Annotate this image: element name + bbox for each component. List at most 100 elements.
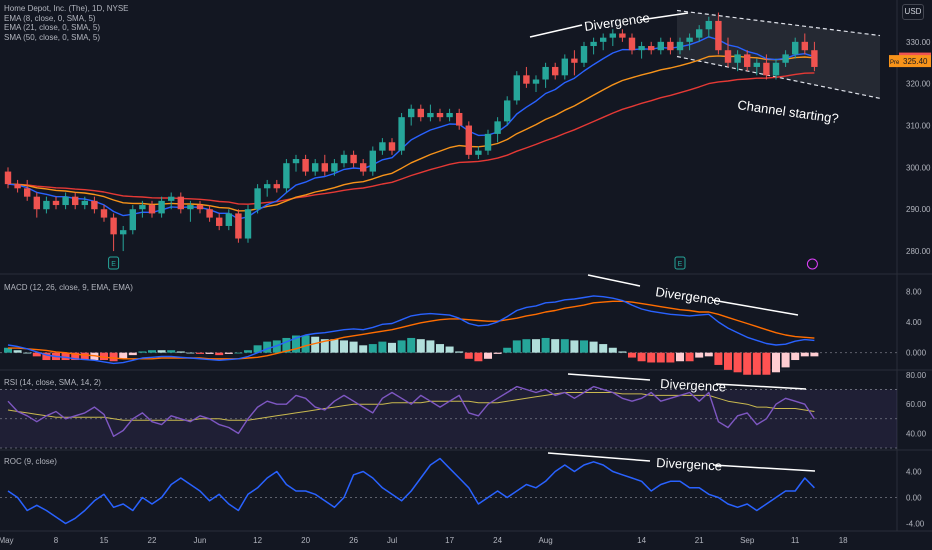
macd-histogram-bar (445, 346, 454, 353)
candle-body (33, 196, 40, 210)
divergence-line (711, 299, 799, 316)
macd-histogram-bar (263, 341, 272, 353)
candle-body (302, 159, 309, 172)
candle-body (753, 62, 760, 67)
ema8-line (7, 36, 815, 220)
candle-body (561, 58, 568, 76)
candle-body (398, 117, 405, 151)
x-tick-label: Aug (538, 536, 552, 545)
divergence-annotation: Divergence (660, 376, 726, 394)
ema21-legend[interactable]: EMA (21, close, 0, SMA, 5) (4, 23, 101, 32)
candle-body (273, 184, 280, 189)
channel-upper-line (676, 9, 881, 37)
macd-histogram-bar (724, 352, 732, 370)
candle-body (24, 188, 31, 197)
candle-body (600, 37, 607, 42)
macd-signal-line (8, 300, 815, 360)
macd-histogram-bar (752, 352, 761, 375)
macd-histogram-bar (32, 352, 41, 357)
macd-histogram-bar (608, 347, 617, 353)
candle-body (782, 54, 789, 63)
candle-body (427, 112, 434, 118)
macd-histogram-bar (42, 352, 51, 361)
candle-body (312, 163, 319, 172)
ema21-line (7, 55, 815, 212)
macd-histogram-bar (378, 341, 387, 353)
candle-body (216, 217, 223, 226)
macd-histogram-bar (532, 339, 540, 353)
macd-histogram-bar (215, 352, 224, 356)
candle-body (715, 20, 722, 51)
macd-histogram-bar (503, 347, 512, 353)
macd-histogram-bar (388, 342, 396, 353)
macd-histogram-bar (772, 352, 780, 373)
macd-histogram-bar (320, 339, 329, 353)
candle-body (667, 41, 674, 51)
macd-histogram-bar (704, 352, 713, 357)
macd-histogram-bar (292, 335, 300, 353)
macd-histogram-bar (580, 340, 588, 353)
currency-button[interactable]: USD (902, 4, 924, 20)
candle-body (196, 205, 204, 210)
macd-histogram-bar (330, 339, 339, 353)
candle-body (340, 154, 348, 164)
candle-body (244, 209, 252, 239)
macd-histogram-bar (4, 347, 12, 353)
x-tick-label: May (0, 536, 14, 545)
macd-histogram-bar (436, 344, 444, 353)
macd-legend[interactable]: MACD (12, 26, close, 9, EMA, EMA) (4, 283, 133, 292)
candle-body (676, 41, 684, 51)
macd-histogram-bar (714, 352, 723, 365)
x-tick-label: 12 (253, 536, 262, 545)
macd-histogram-bar (551, 339, 560, 353)
dividend-marker-icon (806, 258, 818, 270)
candle-body (763, 62, 770, 76)
candle-body (52, 200, 60, 206)
earnings-marker-icon (674, 256, 686, 270)
earnings-marker-label: E (111, 261, 116, 268)
divergence-line (567, 373, 651, 381)
macd-histogram-bar (762, 352, 771, 375)
roc-legend[interactable]: ROC (9, close) (4, 457, 57, 466)
pre-market-badge-label: Pre (890, 60, 900, 66)
x-tick-label: 17 (445, 536, 454, 545)
y-tick-label: 290.00 (906, 205, 931, 214)
x-tick-label: 26 (349, 536, 358, 545)
x-tick-label: 22 (148, 536, 157, 545)
macd-histogram-bar (340, 340, 348, 353)
channel-shading (677, 10, 880, 99)
candle-body (110, 217, 117, 235)
macd-histogram-bar (628, 352, 636, 358)
symbol-title[interactable]: Home Depot, Inc. (The), 1D, NYSE (4, 4, 129, 13)
x-tick-label: 15 (100, 536, 109, 545)
macd-histogram-bar (733, 352, 742, 373)
candle-body (552, 66, 559, 76)
macd-histogram-bar (71, 352, 80, 361)
candle-body (331, 163, 338, 172)
rsi-band (0, 389, 897, 448)
candle-body (321, 163, 328, 172)
macd-histogram-bar (23, 352, 32, 354)
candle-body (619, 33, 626, 38)
divergence-annotation: Divergence (583, 10, 650, 34)
candle-body (580, 46, 588, 63)
ema8-legend[interactable]: EMA (8, close, 0, SMA, 5) (4, 13, 96, 23)
y-tick-label: 300.00 (906, 163, 931, 172)
macd-histogram-bar (666, 352, 675, 363)
divergence-annotation: Divergence (655, 284, 722, 308)
macd-histogram-bar (119, 352, 128, 359)
pre-market-price-tag (899, 55, 931, 68)
candle-body (91, 200, 98, 210)
macd-histogram-bar (474, 352, 483, 362)
candle-body (148, 205, 156, 214)
candle-body (100, 209, 108, 218)
pre-market-price-label: 325.40 (903, 57, 928, 66)
candle-body (696, 29, 703, 38)
indicator-legend: Home Depot, Inc. (The), 1D, NYSE EMA (8,… (4, 4, 129, 42)
rsi-legend[interactable]: RSI (14, close, SMA, 14, 2) (4, 378, 101, 387)
x-tick-label: Jun (194, 536, 207, 545)
sma50-legend[interactable]: SMA (50, close, 0, SMA, 5) (4, 32, 101, 42)
candle-body (513, 75, 520, 101)
